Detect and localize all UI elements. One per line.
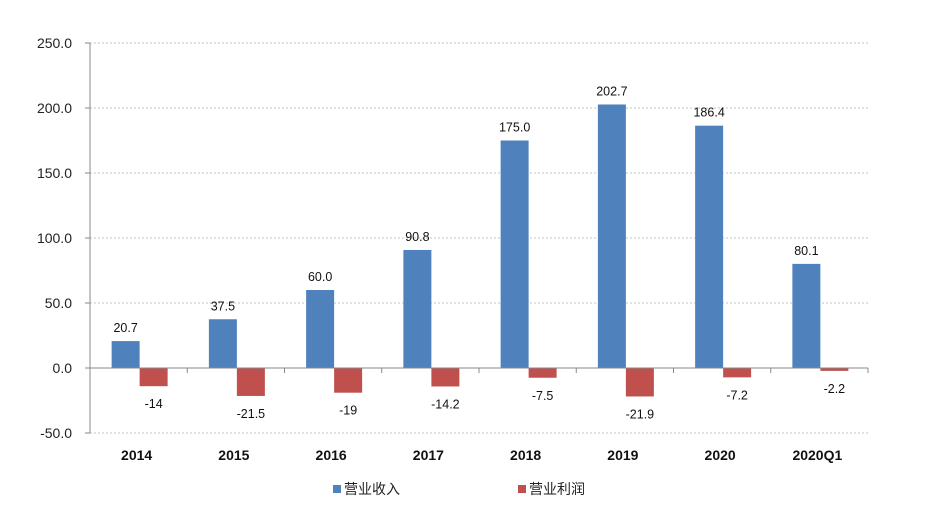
revenue-bar xyxy=(597,104,626,369)
x-tick-label: 2019 xyxy=(607,447,638,463)
revenue-data-label: 202.7 xyxy=(596,84,627,98)
profit-bar xyxy=(139,368,168,387)
profit-data-label: -14.2 xyxy=(431,397,460,411)
y-tick-label: 200.0 xyxy=(37,100,72,116)
profit-data-label: -21.5 xyxy=(237,407,266,421)
y-tick-label: 50.0 xyxy=(45,295,72,311)
revenue-data-label: 90.8 xyxy=(405,230,429,244)
legend-label: 营业利润 xyxy=(529,481,585,497)
profit-data-label: -7.5 xyxy=(532,389,554,403)
legend-swatch xyxy=(333,485,341,493)
revenue-data-label: 60.0 xyxy=(308,270,332,284)
data-labels: 20.7 37.5 60.0 90.8 175.0 202.7 186.4 80.1 -14 -2… xyxy=(113,84,845,421)
profit-data-label: -21.9 xyxy=(626,407,655,421)
revenue-bar xyxy=(500,140,529,368)
profit-data-label: -2.2 xyxy=(824,382,846,396)
profit-bar xyxy=(236,368,265,396)
legend: 营业收入 营业利润 xyxy=(333,481,585,497)
y-tick-label: -50.0 xyxy=(40,425,72,441)
y-tick-label: 0.0 xyxy=(53,360,73,376)
revenue-data-label: 80.1 xyxy=(794,244,818,258)
revenue-bar xyxy=(792,263,821,368)
revenue-bar xyxy=(403,249,432,368)
revenue-data-label: 175.0 xyxy=(499,121,530,135)
x-tick-label: 2014 xyxy=(121,447,152,463)
x-tick-label: 2017 xyxy=(413,447,444,463)
y-tick-label: 100.0 xyxy=(37,230,72,246)
profit-bar xyxy=(625,368,654,397)
x-tick-label: 2020Q1 xyxy=(792,447,842,463)
revenue-bar xyxy=(208,319,237,368)
gridlines xyxy=(90,42,868,434)
x-tick-label: 2020 xyxy=(705,447,736,463)
revenue-data-label: 20.7 xyxy=(113,321,137,335)
bars xyxy=(111,104,849,397)
x-tick-label: 2018 xyxy=(510,447,541,463)
profit-bar xyxy=(723,368,752,378)
y-tick-label: 150.0 xyxy=(37,165,72,181)
revenue-bar xyxy=(306,290,335,368)
profit-bar xyxy=(431,368,460,387)
y-axis: -50.0 0.0 50.0 100.0 150.0 200.0 250.0 xyxy=(37,35,91,441)
x-axis: 2014 2015 2016 2017 2018 2019 2020 2020Q1 xyxy=(89,367,869,463)
profit-data-label: -7.2 xyxy=(726,388,748,402)
profit-data-label: -19 xyxy=(339,404,357,418)
revenue-data-label: 37.5 xyxy=(211,299,235,313)
profit-bar xyxy=(820,368,849,371)
revenue-bar xyxy=(695,125,724,369)
x-tick-label: 2016 xyxy=(316,447,347,463)
profit-bar xyxy=(528,368,557,378)
x-tick-label: 2015 xyxy=(218,447,249,463)
legend-swatch xyxy=(518,485,526,493)
profit-bar xyxy=(334,368,363,393)
y-tick-label: 250.0 xyxy=(37,35,72,51)
revenue-bar xyxy=(111,341,140,368)
legend-label: 营业收入 xyxy=(344,481,400,497)
profit-data-label: -14 xyxy=(145,397,163,411)
revenue-data-label: 186.4 xyxy=(693,106,724,120)
